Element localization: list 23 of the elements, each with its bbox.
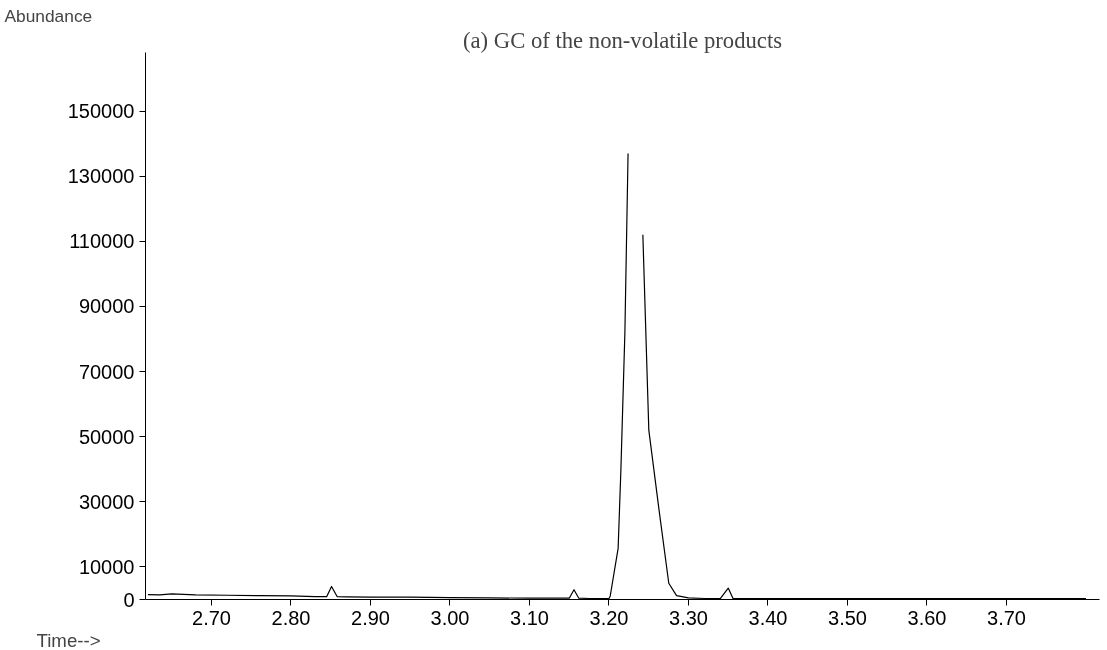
y-tick-label: 0 bbox=[123, 588, 135, 611]
x-tick-label: 3.60 bbox=[907, 606, 947, 629]
x-tick-label: 3.10 bbox=[510, 606, 549, 629]
y-tick-label: 150000 bbox=[67, 100, 135, 123]
y-axis-title: Abundance bbox=[4, 5, 93, 26]
x-axis-title: Time--> bbox=[36, 629, 101, 650]
x-tick-label: 2.90 bbox=[351, 606, 390, 629]
x-tick-label: 3.50 bbox=[828, 606, 867, 629]
x-tick-label: 3.20 bbox=[589, 606, 629, 629]
y-tick-label: 70000 bbox=[78, 360, 135, 383]
y-tick-label: 10000 bbox=[78, 555, 135, 578]
x-tick-label: 2.70 bbox=[192, 606, 231, 629]
y-tick-label: 30000 bbox=[78, 490, 135, 513]
x-tick-label: 3.00 bbox=[430, 606, 470, 629]
y-tick-label: 50000 bbox=[78, 425, 135, 448]
y-tick-label: 110000 bbox=[69, 230, 135, 253]
x-tick-label: 3.70 bbox=[987, 606, 1026, 629]
chart-title: (a) GC of the non-volatile products bbox=[463, 27, 782, 53]
x-tick-label: 2.80 bbox=[271, 606, 311, 629]
y-tick-label: 90000 bbox=[78, 295, 135, 318]
x-tick-label: 3.30 bbox=[669, 606, 708, 629]
x-tick-label: 3.40 bbox=[748, 606, 788, 629]
y-tick-label: 130000 bbox=[67, 165, 135, 188]
